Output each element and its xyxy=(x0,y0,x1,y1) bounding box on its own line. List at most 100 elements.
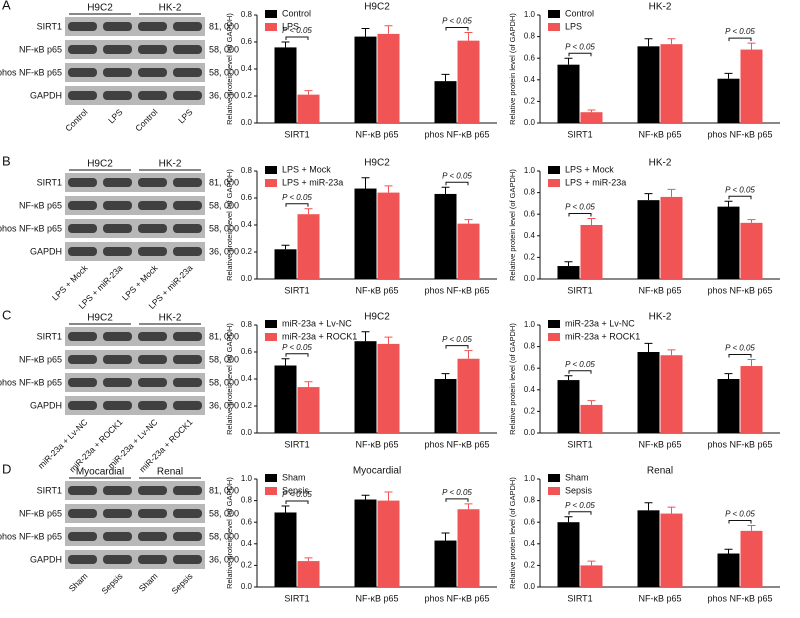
error-bar xyxy=(644,38,653,47)
bar xyxy=(660,355,683,433)
blot-band xyxy=(173,247,202,256)
blot-band xyxy=(173,509,202,518)
blot-band xyxy=(173,45,202,54)
protein-label: NF-κB p65 xyxy=(19,44,62,54)
blot-band xyxy=(68,355,97,364)
blot-band xyxy=(68,532,97,541)
y-tick-label: 0.8 xyxy=(524,496,536,505)
x-tick-label: phos NF-κB p65 xyxy=(707,593,772,603)
error-bar xyxy=(384,25,393,34)
error-bar xyxy=(281,41,290,48)
bar xyxy=(297,214,320,279)
error-bar xyxy=(667,38,676,45)
error-bar xyxy=(441,532,450,541)
chart-title: H9C2 xyxy=(364,158,390,169)
x-tick-label: NF-κB p65 xyxy=(638,129,681,139)
y-axis-label: Relative protein level (of GAPDH) xyxy=(225,323,234,435)
blot-strip xyxy=(65,242,205,261)
y-tick-label: 0.0 xyxy=(241,582,253,591)
y-tick-label: 0.0 xyxy=(524,582,536,591)
blot-band xyxy=(103,555,132,564)
blot-band xyxy=(173,178,202,187)
blot-strip xyxy=(65,527,205,546)
blot-band xyxy=(138,224,167,233)
error-bar xyxy=(667,349,676,356)
error-bar xyxy=(281,244,290,250)
blot-group-label: HK-2 xyxy=(159,313,182,324)
bar xyxy=(377,500,400,587)
bar xyxy=(354,36,377,123)
y-tick-label: 0.4 xyxy=(524,231,536,240)
significance-label: P < 0.05 xyxy=(282,26,312,35)
significance-label: P < 0.05 xyxy=(282,193,312,202)
significance-bracket xyxy=(445,498,469,502)
y-tick-label: 0.2 xyxy=(524,407,536,416)
error-bar xyxy=(564,261,573,267)
error-bar xyxy=(361,28,370,37)
y-tick-label: 0.2 xyxy=(241,247,253,256)
y-tick-label: 1.0 xyxy=(241,474,253,483)
y-tick-label: 0.2 xyxy=(241,91,253,100)
x-tick-label: phos NF-κB p65 xyxy=(424,439,489,449)
blot-band xyxy=(68,45,97,54)
error-bar xyxy=(564,375,573,381)
blot-strip xyxy=(65,219,205,238)
error-bar xyxy=(281,505,290,513)
legend-swatch xyxy=(548,166,560,174)
legend-label: LPS + Mock xyxy=(565,164,614,174)
blot-band xyxy=(103,509,132,518)
protein-label: GAPDH xyxy=(30,90,62,100)
significance-label: P < 0.05 xyxy=(725,185,755,194)
legend-swatch xyxy=(548,179,560,187)
legend-swatch xyxy=(548,333,560,341)
weight-label: 58, 000 xyxy=(209,44,239,54)
weight-label: 81, 000 xyxy=(209,331,239,341)
y-tick-label: 0.0 xyxy=(241,118,253,127)
x-tick-label: SIRT1 xyxy=(284,593,309,603)
error-bar xyxy=(667,188,676,197)
weight-label: 58, 000 xyxy=(209,377,239,387)
weight-label: 58, 000 xyxy=(209,200,239,210)
weight-label: 36, 000 xyxy=(209,90,239,100)
y-tick-label: 0.8 xyxy=(241,320,253,329)
x-tick-label: SIRT1 xyxy=(284,285,309,295)
error-bar xyxy=(441,186,450,194)
blot-band xyxy=(68,332,97,341)
protein-label: SIRT1 xyxy=(37,177,62,187)
y-axis-label: Relative protein level (of GAPDH) xyxy=(508,13,517,125)
protein-label: SIRT1 xyxy=(37,331,62,341)
chart-title: Myocardial xyxy=(353,466,401,477)
bar xyxy=(457,40,480,123)
weight-label: 36, 000 xyxy=(209,246,239,256)
panel-letter: D xyxy=(2,461,11,476)
x-tick-label: phos NF-κB p65 xyxy=(424,593,489,603)
bar xyxy=(457,223,480,279)
blot-strip xyxy=(65,550,205,569)
lane-label: Control xyxy=(133,107,160,134)
y-tick-label: 0.2 xyxy=(241,561,253,570)
x-tick-label: phos NF-κB p65 xyxy=(707,285,772,295)
error-bar xyxy=(304,90,313,95)
protein-label: phos NF-κB p65 xyxy=(0,67,62,77)
bar xyxy=(297,561,320,587)
error-bar xyxy=(464,32,473,41)
chart-title: HK-2 xyxy=(649,158,672,169)
x-tick-label: SIRT1 xyxy=(284,439,309,449)
significance-label: P < 0.05 xyxy=(565,203,595,212)
significance-bracket xyxy=(445,181,469,186)
protein-label: phos NF-κB p65 xyxy=(0,531,62,541)
y-tick-label: 0.2 xyxy=(524,561,536,570)
bar xyxy=(580,112,603,123)
y-tick-label: 0.0 xyxy=(524,274,536,283)
error-bar xyxy=(281,358,290,366)
blot-band xyxy=(103,486,132,495)
blot-band xyxy=(68,555,97,564)
significance-bracket xyxy=(445,27,469,31)
blot-band xyxy=(138,555,167,564)
blot-strip xyxy=(65,196,205,215)
lane-label: Sepsis xyxy=(99,571,124,596)
x-tick-label: phos NF-κB p65 xyxy=(707,129,772,139)
y-axis-label: Relative protein level (of GAPDH) xyxy=(225,477,234,589)
y-tick-label: 0.4 xyxy=(524,75,536,84)
